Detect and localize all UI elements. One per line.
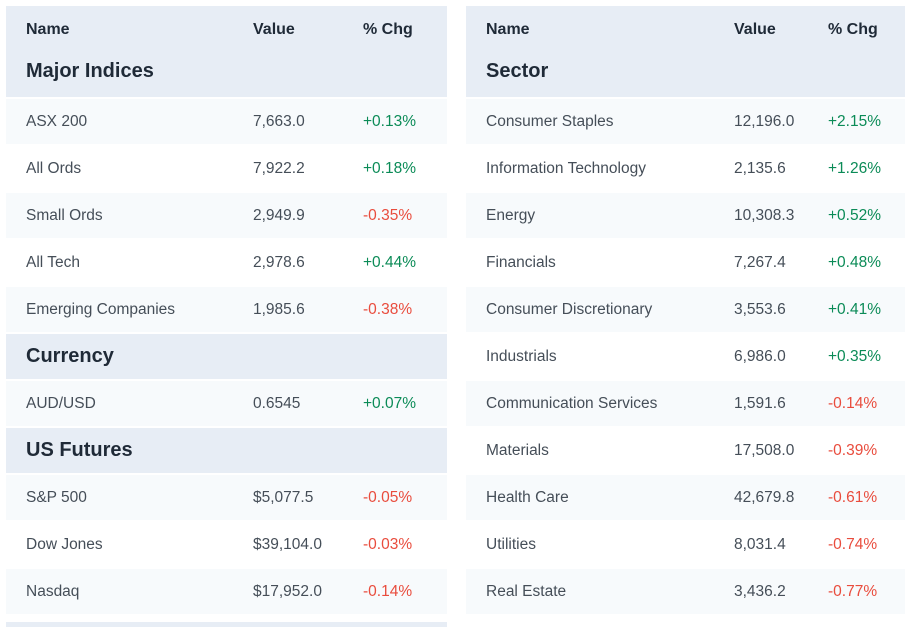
- row-value: 10,308.3: [734, 206, 795, 224]
- table-row[interactable]: Dow Jones $39,104.0 -0.03%: [6, 522, 447, 567]
- column-header-chg: % Chg: [828, 21, 878, 38]
- row-value: $5,077.5: [253, 488, 314, 506]
- table-row[interactable]: Communication Services 1,591.6 -0.14%: [466, 381, 905, 426]
- row-name: ASX 200: [26, 112, 88, 130]
- row-change: +0.52%: [828, 206, 882, 224]
- row-change: +1.26%: [828, 159, 882, 177]
- table-row[interactable]: S&P 500 $5,077.5 -0.05%: [6, 475, 447, 520]
- row-change: -0.14%: [828, 394, 878, 412]
- market-overview: Name Value % Chg Major Indices ASX 200 7…: [6, 6, 912, 627]
- row-change: -0.03%: [363, 535, 413, 553]
- row-value: 42,679.8: [734, 488, 795, 506]
- row-name: Dow Jones: [26, 535, 103, 553]
- row-value: 3,553.6: [734, 300, 786, 318]
- row-name: Industrials: [486, 347, 557, 365]
- row-name: Information Technology: [486, 159, 646, 177]
- table-row[interactable]: Small Ords 2,949.9 -0.35%: [6, 193, 447, 238]
- row-change: +0.48%: [828, 253, 882, 271]
- row-value: 7,663.0: [253, 112, 305, 130]
- row-name: Communication Services: [486, 394, 658, 412]
- row-value: 12,196.0: [734, 112, 795, 130]
- row-change: +0.41%: [828, 300, 882, 318]
- section-title-currency: Currency: [6, 334, 447, 379]
- row-change: +0.18%: [363, 159, 417, 177]
- indices-table: Name Value % Chg Major Indices ASX 200 7…: [6, 6, 447, 627]
- table-row[interactable]: Materials 17,508.0 -0.39%: [466, 428, 905, 473]
- row-name: Financials: [486, 253, 556, 271]
- row-name: AUD/USD: [26, 394, 96, 412]
- column-header-value: Value: [253, 21, 295, 38]
- column-header-value: Value: [734, 21, 776, 38]
- table-row[interactable]: Utilities 8,031.4 -0.74%: [466, 522, 905, 567]
- row-value: 3,436.2: [734, 582, 786, 600]
- table-row[interactable]: Consumer Staples 12,196.0 +2.15%: [466, 99, 905, 144]
- row-value: 1,591.6: [734, 394, 786, 412]
- row-name: Small Ords: [26, 206, 103, 224]
- row-value: 17,508.0: [734, 441, 795, 459]
- row-change: +2.15%: [828, 112, 882, 130]
- table-row[interactable]: All Ords 7,922.2 +0.18%: [6, 146, 447, 191]
- table-row[interactable]: Nasdaq $17,952.0 -0.14%: [6, 569, 447, 614]
- column-header-name: Name: [26, 21, 70, 38]
- table-row[interactable]: Consumer Discretionary 3,553.6 +0.41%: [466, 287, 905, 332]
- row-change: +0.35%: [828, 347, 882, 365]
- sectors-table-header: Name Value % Chg Sector: [466, 6, 905, 97]
- row-change: +0.07%: [363, 394, 417, 412]
- table-row[interactable]: Emerging Companies 1,985.6 -0.38%: [6, 287, 447, 332]
- indices-table-header: Name Value % Chg Major Indices: [6, 6, 447, 97]
- row-change: +0.44%: [363, 253, 417, 271]
- row-value: 6,986.0: [734, 347, 786, 365]
- row-value: 2,135.6: [734, 159, 786, 177]
- row-name: All Tech: [26, 253, 80, 271]
- row-name: Health Care: [486, 488, 569, 506]
- row-change: -0.14%: [363, 582, 413, 600]
- row-value: $39,104.0: [253, 535, 322, 553]
- table-row[interactable]: AUD/USD 0.6545 +0.07%: [6, 381, 447, 426]
- row-name: Emerging Companies: [26, 300, 176, 318]
- row-change: +0.13%: [363, 112, 417, 130]
- table-row[interactable]: Financials 7,267.4 +0.48%: [466, 240, 905, 285]
- row-change: -0.35%: [363, 206, 413, 224]
- row-value: 8,031.4: [734, 535, 786, 553]
- row-value: 2,949.9: [253, 206, 305, 224]
- section-title-major-indices: Major Indices: [6, 50, 447, 97]
- row-name: Real Estate: [486, 582, 567, 600]
- row-value: 0.6545: [253, 394, 301, 412]
- row-change: -0.05%: [363, 488, 413, 506]
- table-row[interactable]: Health Care 42,679.8 -0.61%: [466, 475, 905, 520]
- table-row[interactable]: Real Estate 3,436.2 -0.77%: [466, 569, 905, 614]
- sectors-table: Name Value % Chg Sector Consumer Staples…: [466, 6, 905, 614]
- cutoff-section-header: [6, 622, 447, 627]
- row-name: Utilities: [486, 535, 536, 553]
- row-name: Materials: [486, 441, 549, 459]
- row-value: 7,922.2: [253, 159, 305, 177]
- row-change: -0.39%: [828, 441, 878, 459]
- row-change: -0.77%: [828, 582, 878, 600]
- column-header-row: Name Value % Chg: [6, 6, 447, 50]
- row-change: -0.38%: [363, 300, 413, 318]
- section-title-sector: Sector: [466, 50, 905, 97]
- row-change: -0.74%: [828, 535, 878, 553]
- section-title-us-futures: US Futures: [6, 428, 447, 473]
- row-name: Consumer Staples: [486, 112, 614, 130]
- column-header-chg: % Chg: [363, 21, 413, 38]
- row-change: -0.61%: [828, 488, 878, 506]
- table-row[interactable]: Energy 10,308.3 +0.52%: [466, 193, 905, 238]
- table-row[interactable]: Industrials 6,986.0 +0.35%: [466, 334, 905, 379]
- column-header-row: Name Value % Chg: [466, 6, 905, 50]
- table-row[interactable]: Information Technology 2,135.6 +1.26%: [466, 146, 905, 191]
- row-value: 2,978.6: [253, 253, 305, 271]
- row-value: 7,267.4: [734, 253, 786, 271]
- column-header-name: Name: [486, 21, 530, 38]
- row-name: Consumer Discretionary: [486, 300, 653, 318]
- table-row[interactable]: All Tech 2,978.6 +0.44%: [6, 240, 447, 285]
- row-name: Nasdaq: [26, 582, 80, 600]
- row-name: S&P 500: [26, 488, 87, 506]
- row-name: Energy: [486, 206, 536, 224]
- table-row[interactable]: ASX 200 7,663.0 +0.13%: [6, 99, 447, 144]
- row-value: $17,952.0: [253, 582, 322, 600]
- row-value: 1,985.6: [253, 300, 305, 318]
- row-name: All Ords: [26, 159, 82, 177]
